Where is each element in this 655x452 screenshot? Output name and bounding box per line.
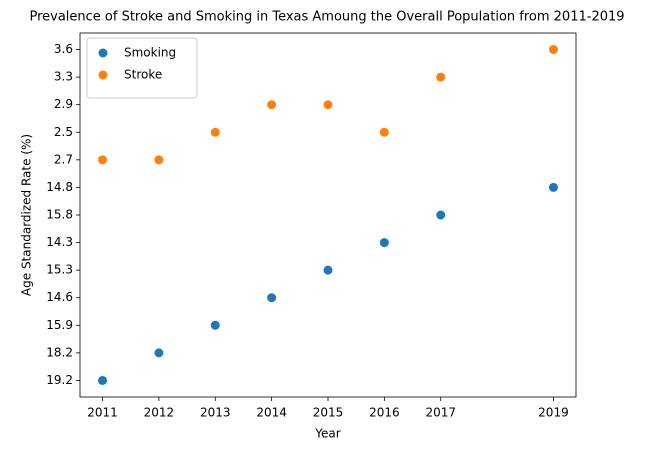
- x-tick-label: 2013: [200, 406, 231, 420]
- x-tick-label: 2016: [369, 406, 400, 420]
- y-tick-label: 14.6: [46, 290, 73, 304]
- y-tick-label: 14.8: [46, 180, 73, 194]
- x-tick-label: 2012: [144, 406, 175, 420]
- x-tick-label: 2017: [425, 406, 456, 420]
- x-tick-label: 2019: [538, 406, 569, 420]
- point: [210, 320, 220, 330]
- y-tick-label: 18.2: [46, 345, 73, 359]
- x-tick-label: 2011: [87, 406, 118, 420]
- y-tick-label: 2.5: [54, 125, 73, 139]
- legend-label: Smoking: [124, 46, 176, 60]
- y-tick-label: 15.9: [46, 318, 73, 332]
- legend-label: Stroke: [124, 68, 162, 82]
- point: [379, 238, 389, 248]
- y-tick-label: 3.3: [54, 70, 73, 84]
- y-tick-label: 15.3: [46, 263, 73, 277]
- y-tick-label: 3.6: [54, 42, 73, 56]
- legend-box: [86, 37, 198, 99]
- y-tick-label: 2.9: [54, 97, 73, 111]
- point: [98, 375, 108, 385]
- point: [210, 127, 220, 137]
- point: [379, 127, 389, 137]
- y-tick-label: 15.8: [46, 208, 73, 222]
- legend-marker: [98, 70, 108, 80]
- point: [323, 100, 333, 110]
- legend-marker: [98, 48, 108, 58]
- point: [98, 155, 108, 165]
- x-tick-label: 2014: [256, 406, 287, 420]
- point: [436, 210, 446, 220]
- point: [548, 182, 558, 192]
- point: [436, 72, 446, 82]
- x-tick-label: 2015: [313, 406, 344, 420]
- y-axis-label: Age Standardized Rate (%): [20, 134, 34, 296]
- x-axis-label: Year: [314, 427, 340, 441]
- point: [323, 265, 333, 275]
- y-tick-label: 19.2: [46, 373, 73, 387]
- point: [154, 155, 164, 165]
- y-tick-label: 2.7: [54, 152, 73, 166]
- chart-title: Prevalence of Stroke and Smoking in Texa…: [29, 10, 624, 25]
- point: [267, 100, 277, 110]
- point: [548, 45, 558, 55]
- y-tick-label: 14.3: [46, 235, 73, 249]
- point: [267, 293, 277, 303]
- point: [154, 348, 164, 358]
